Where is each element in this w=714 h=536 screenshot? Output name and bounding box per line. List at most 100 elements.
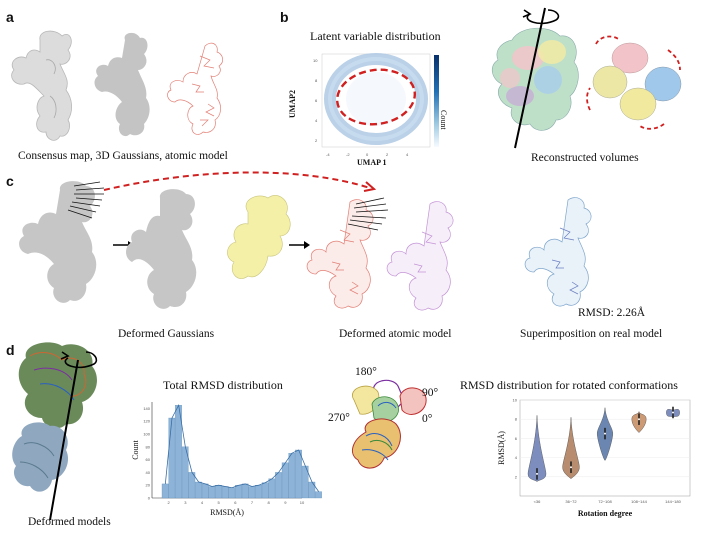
consensus-map-surface <box>11 30 72 141</box>
hist-bar <box>235 485 242 499</box>
hist-x-tick: 2 <box>168 500 171 505</box>
panel-c-label: c <box>6 173 14 189</box>
angle-0: 0° <box>422 413 433 425</box>
angle-90: 90° <box>422 387 439 399</box>
rmsd-value: RMSD: 2.26Å <box>578 307 646 319</box>
violin-shape <box>527 415 547 482</box>
hist-y-tick: 20 <box>146 483 151 488</box>
hist-y-tick: 60 <box>146 457 151 462</box>
violin-y-tick: 4 <box>515 455 518 460</box>
panel-d-caption-left: Deformed models <box>28 516 111 528</box>
hist-bar <box>255 485 262 499</box>
hist-bar <box>315 491 322 499</box>
hist-x-tick: 7 <box>251 500 254 505</box>
svg-text:2: 2 <box>386 152 389 157</box>
umap-plot: -4 -2 0 2 4 10 8 6 4 2 <box>313 53 431 157</box>
violin-title: RMSD distribution for rotated conformati… <box>460 378 678 392</box>
domain-volumes <box>586 35 682 130</box>
hist-bar <box>161 483 169 499</box>
hist-bar <box>215 485 222 499</box>
reconstructed-volume-main <box>491 7 579 149</box>
hist-xlabel: RMSD(Å) <box>210 508 244 517</box>
hist-bar <box>288 453 296 499</box>
svg-text:-4: -4 <box>326 152 330 157</box>
hist-y-tick: 0 <box>148 496 151 501</box>
hist-x-tick: 3 <box>184 500 187 505</box>
violin-shape <box>562 417 580 480</box>
violin-ylabel: RMSD(Å) <box>497 431 506 465</box>
hist-bar <box>275 472 282 499</box>
hist-x-tick: 9 <box>284 500 287 505</box>
hist-bar <box>295 449 302 499</box>
svg-text:4: 4 <box>315 118 318 123</box>
panel-b-label: b <box>280 9 289 25</box>
umap-ylabel: UMAP2 <box>288 90 297 118</box>
transfer-arc <box>103 171 371 191</box>
gaussian-points <box>94 32 150 137</box>
violin-xlabel: Rotation degree <box>578 509 633 518</box>
hist-y-tick: 100 <box>143 432 150 437</box>
violin-x-tick: 72~108 <box>598 499 612 504</box>
transfer-arc-head <box>363 181 377 192</box>
superimposed-model <box>524 197 592 307</box>
gaussians-with-arrows <box>19 181 105 303</box>
hist-bar <box>268 478 276 499</box>
svg-text:0: 0 <box>366 152 369 157</box>
violin-x-tick: 108~144 <box>631 499 647 504</box>
violin-x-tick: 36~72 <box>565 499 577 504</box>
deformation-arrows <box>347 197 389 231</box>
hist-x-tick: 4 <box>201 500 204 505</box>
hist-x-tick: 10 <box>300 500 305 505</box>
hist-title: Total RMSD distribution <box>163 378 283 392</box>
hist-bar <box>221 486 229 499</box>
violin-median <box>570 466 572 469</box>
hist-ylabel: Count <box>131 439 140 459</box>
angle-180: 180° <box>355 366 377 378</box>
hist-bar <box>195 481 202 499</box>
panel-b-caption: Reconstructed volumes <box>531 152 639 164</box>
colorbar-label: Count <box>439 110 448 130</box>
violin-x-tick: <36 <box>534 499 542 504</box>
hist-y-tick: 80 <box>146 444 151 449</box>
hist-bar <box>261 482 269 499</box>
hist-y-tick: 120 <box>143 419 150 424</box>
panel-c-caption-right: Superimposition on real model <box>520 328 663 340</box>
svg-text:6: 6 <box>315 98 318 103</box>
deformed-models-ensemble <box>12 342 98 521</box>
violin-median <box>638 418 640 421</box>
panel-a-label: a <box>6 9 14 25</box>
hist-bar <box>168 417 176 499</box>
colorbar <box>434 55 439 147</box>
violin-median <box>672 411 674 414</box>
svg-text:8: 8 <box>315 78 318 83</box>
svg-text:4: 4 <box>406 152 409 157</box>
deformed-atomic-model <box>306 199 374 309</box>
panel-a-caption: Consensus map, 3D Gaussians, atomic mode… <box>18 150 228 162</box>
svg-text:10: 10 <box>313 58 318 63</box>
svg-text:-2: -2 <box>346 152 350 157</box>
rotated-conformations <box>351 379 427 469</box>
panel-c-caption-mid: Deformed atomic model <box>339 328 452 340</box>
hist-y-tick: 140 <box>143 406 150 411</box>
hist-bar <box>281 462 289 499</box>
hist-bar <box>201 483 209 499</box>
rmsd-violin-plot: 2 4 6 8 10 <36 36~72 72~108 108~144 144~180 Rotati… <box>497 398 691 518</box>
violet-model <box>386 201 454 311</box>
umap-title: Latent variable distribution <box>310 29 441 43</box>
deformed-gaussians <box>126 189 291 309</box>
panel-c-caption-left: Deformed Gaussians <box>118 328 215 340</box>
hist-y-tick: 40 <box>146 470 151 475</box>
hist-x-tick: 6 <box>234 500 237 505</box>
umap-xlabel: UMAP 1 <box>357 158 387 167</box>
violin-x-tick: 144~180 <box>665 499 681 504</box>
hist-bar <box>188 472 196 499</box>
svg-text:2: 2 <box>315 138 318 143</box>
hist-bar <box>248 486 256 499</box>
hist-x-tick: 8 <box>268 500 271 505</box>
violin-y-tick: 6 <box>515 436 518 441</box>
hist-kde-line <box>164 403 319 492</box>
violin-median <box>536 472 538 475</box>
violin-median <box>604 432 606 435</box>
